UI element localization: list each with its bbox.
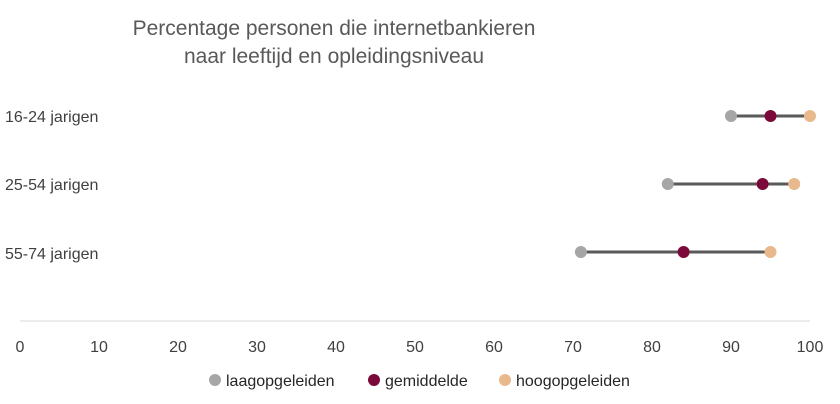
connector-lines bbox=[580, 114, 810, 254]
x-tick-label: 60 bbox=[485, 339, 503, 356]
legend: laagopgeleiden gemiddelde hoogopgeleiden bbox=[209, 373, 630, 390]
data-point-gemiddelde bbox=[756, 178, 769, 190]
x-tick-label: 50 bbox=[406, 339, 424, 356]
x-tick-label: 70 bbox=[564, 339, 582, 356]
chart-title-line-1: Percentage personen die internetbankiere… bbox=[133, 17, 536, 40]
data-point-gemiddelde bbox=[764, 110, 777, 122]
data-point-hoogopgeleiden bbox=[788, 178, 801, 190]
category-label: 25-54 jarigen bbox=[5, 177, 98, 194]
category-label: 55-74 jarigen bbox=[5, 246, 98, 263]
x-tick-label: 30 bbox=[248, 339, 266, 356]
x-tick-label: 80 bbox=[643, 339, 661, 356]
data-points bbox=[574, 110, 816, 258]
category-labels: 16-24 jarigen 25-54 jarigen 55-74 jarige… bbox=[5, 109, 98, 263]
x-tick-label: 40 bbox=[327, 339, 345, 356]
chart-title-line-2: naar leeftijd en opleidingsniveau bbox=[184, 45, 484, 68]
legend-label-gemiddelde: gemiddelde bbox=[385, 373, 468, 390]
x-tick-labels: 0 10 20 30 40 50 60 70 80 90 100 bbox=[16, 339, 824, 356]
data-point-hoogopgeleiden bbox=[804, 110, 816, 122]
legend-marker-gemiddelde bbox=[368, 374, 380, 386]
data-point-laagopgeleiden bbox=[661, 178, 674, 190]
legend-marker-laagopgeleiden bbox=[209, 374, 221, 386]
x-tick-label: 90 bbox=[722, 339, 740, 356]
x-tick-label: 0 bbox=[16, 339, 25, 356]
legend-label-hoogopgeleiden: hoogopgeleiden bbox=[516, 373, 630, 390]
data-point-laagopgeleiden bbox=[725, 110, 737, 122]
legend-label-laagopgeleiden: laagopgeleiden bbox=[226, 373, 335, 390]
x-tick-label: 100 bbox=[797, 339, 824, 356]
legend-marker-hoogopgeleiden bbox=[499, 374, 511, 386]
x-tick-label: 20 bbox=[169, 339, 187, 356]
category-label: 16-24 jarigen bbox=[5, 109, 98, 126]
data-point-hoogopgeleiden bbox=[764, 246, 777, 258]
data-point-laagopgeleiden bbox=[574, 246, 587, 258]
x-tick-label: 10 bbox=[90, 339, 108, 356]
data-point-gemiddelde bbox=[677, 246, 690, 258]
